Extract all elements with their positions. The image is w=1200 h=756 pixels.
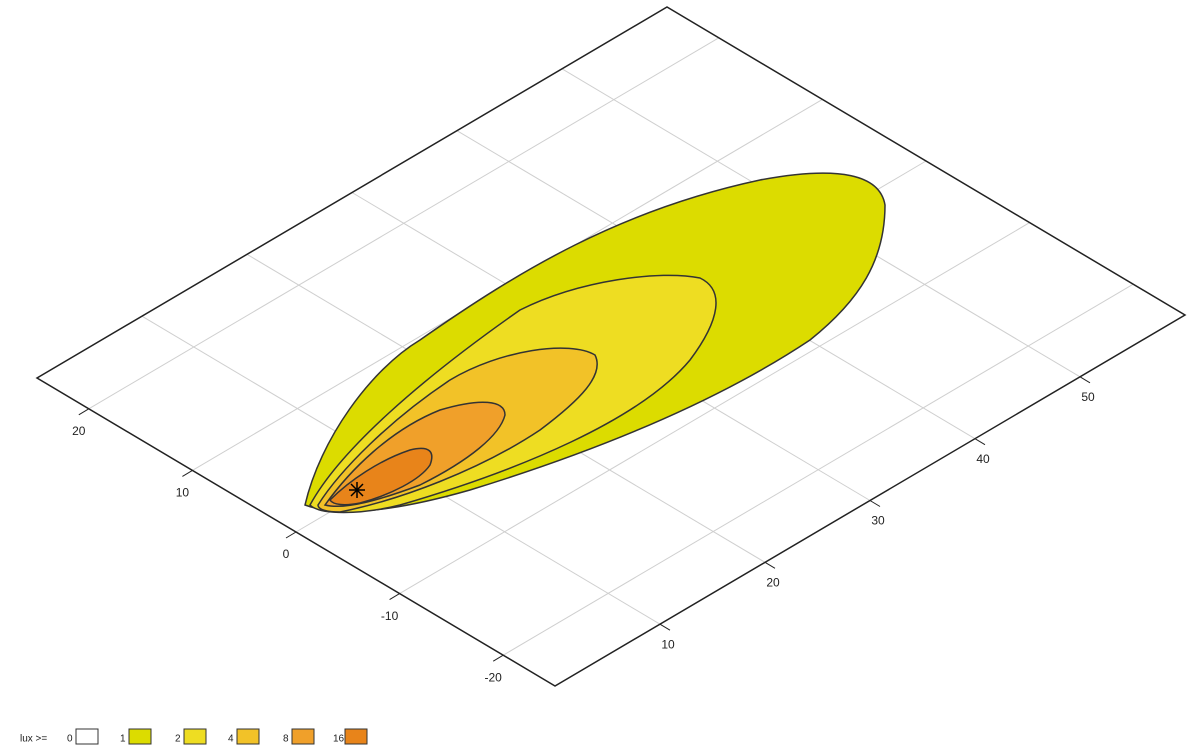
contours xyxy=(304,172,886,514)
legend-label: 8 xyxy=(283,734,289,745)
legend-swatch xyxy=(75,728,99,745)
tick-mark xyxy=(389,593,400,601)
tick-mark xyxy=(974,438,986,446)
tick-mark xyxy=(659,623,671,631)
legend-label: 4 xyxy=(228,734,234,745)
source-marker xyxy=(349,482,365,498)
tick-mark xyxy=(285,531,297,539)
legend-swatch xyxy=(291,728,315,745)
legend-swatch xyxy=(128,728,152,745)
x-tick-label: 0 xyxy=(283,547,290,561)
tick-mark xyxy=(78,408,90,416)
tick-mark xyxy=(869,500,881,507)
legend-label: 1 xyxy=(120,734,126,745)
x-tick-label: 10 xyxy=(176,486,190,500)
x-tick-label: -10 xyxy=(381,609,399,623)
y-tick-label: 50 xyxy=(1081,390,1095,404)
legend-swatch xyxy=(183,728,207,745)
tick-mark xyxy=(492,654,504,662)
legend-title: lux >= xyxy=(20,734,47,745)
legend-label: 16 xyxy=(333,734,345,745)
x-tick-label: 20 xyxy=(72,424,86,438)
x-tick-label: -20 xyxy=(485,670,503,684)
ticks: 20 10 0 -10 -20 10 20 30 40 50 xyxy=(72,376,1095,684)
y-tick-label: 20 xyxy=(766,576,780,590)
y-tick-label: 10 xyxy=(661,637,675,651)
legend-label: 0 xyxy=(67,734,73,745)
tick-mark xyxy=(764,561,776,569)
tick-mark xyxy=(1079,376,1091,384)
y-tick-label: 30 xyxy=(871,514,885,528)
y-tick-label: 40 xyxy=(976,452,990,466)
legend-label: 2 xyxy=(175,734,181,745)
legend: lux >= 0 1 2 4 8 16 xyxy=(20,728,368,745)
legend-swatch xyxy=(236,728,260,745)
legend-swatch xyxy=(344,728,368,745)
tick-mark xyxy=(182,469,193,477)
